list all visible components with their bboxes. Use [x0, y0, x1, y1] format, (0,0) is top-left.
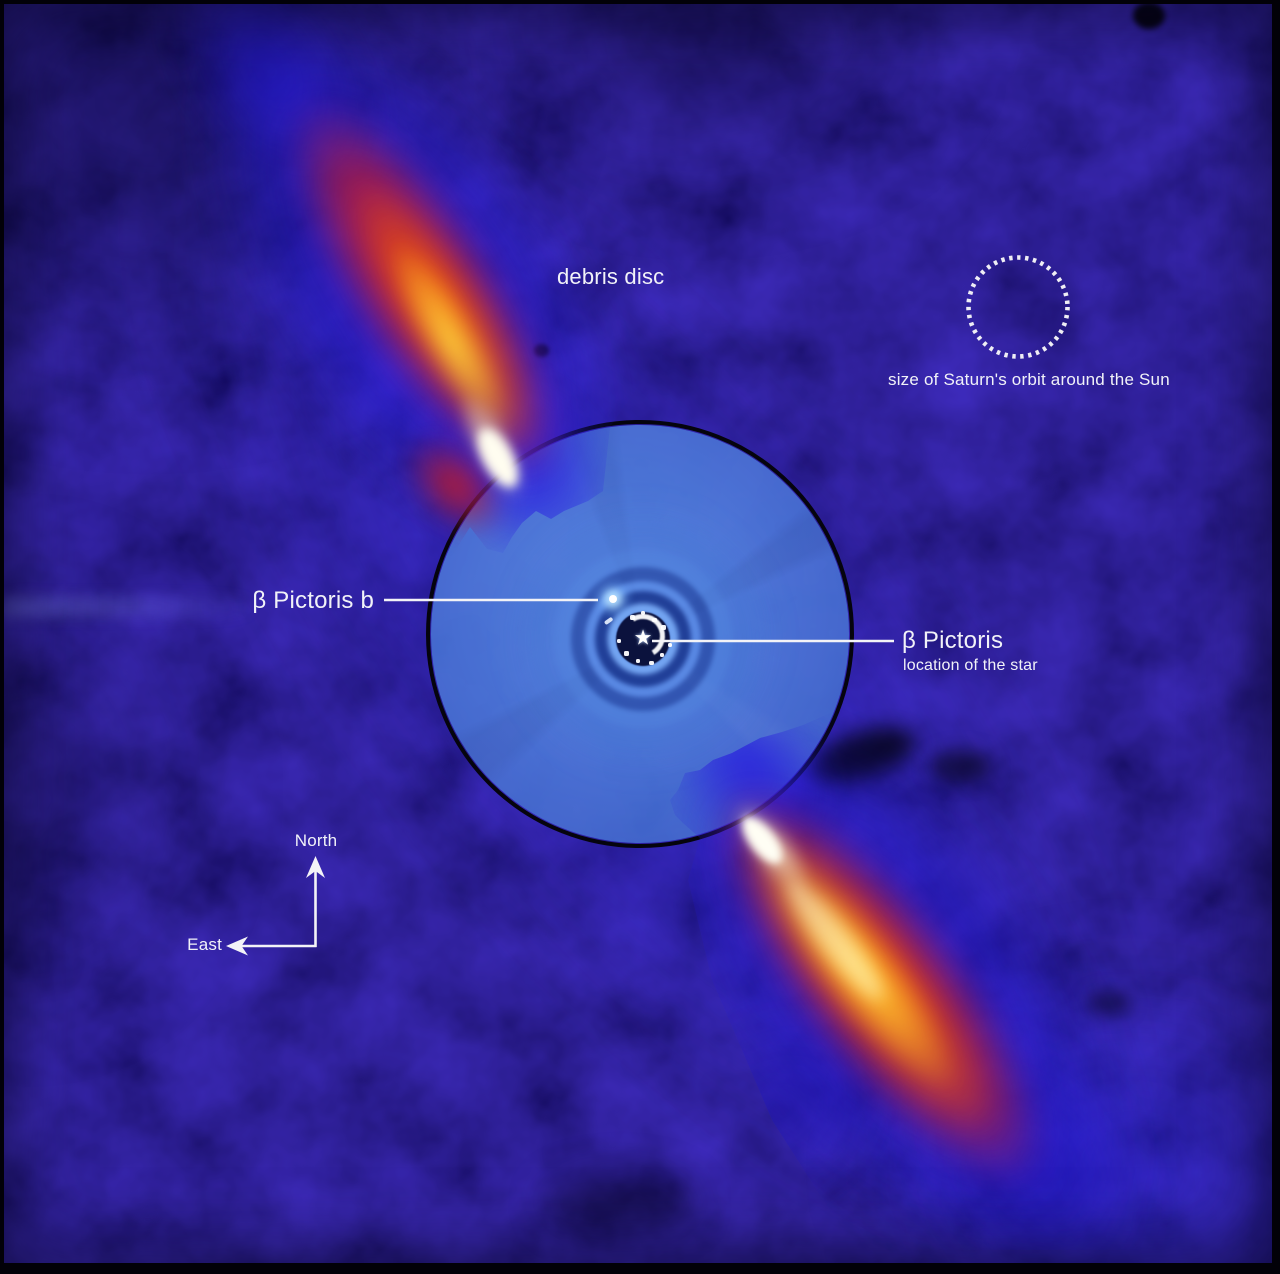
dark-spot — [930, 750, 992, 782]
left-edge-streak — [0, 596, 258, 618]
debris-disc-label: debris disc — [557, 264, 665, 289]
east-label: East — [187, 935, 222, 954]
north-label: North — [294, 831, 338, 850]
star-label: β Pictoris — [902, 627, 1004, 654]
star-sublabel: location of the star — [903, 657, 1038, 674]
dark-spot — [545, 1172, 695, 1234]
compass-north-arrow — [306, 856, 325, 947]
circle-rim — [426, 420, 854, 848]
compass-east-arrow — [226, 936, 317, 956]
saturn-orbit-label: size of Saturn's orbit around the Sun — [888, 370, 1170, 389]
dark-spot — [1133, 2, 1165, 29]
saturn-orbit-circle — [966, 255, 1070, 359]
planet-label: β Pictoris b — [252, 587, 374, 614]
